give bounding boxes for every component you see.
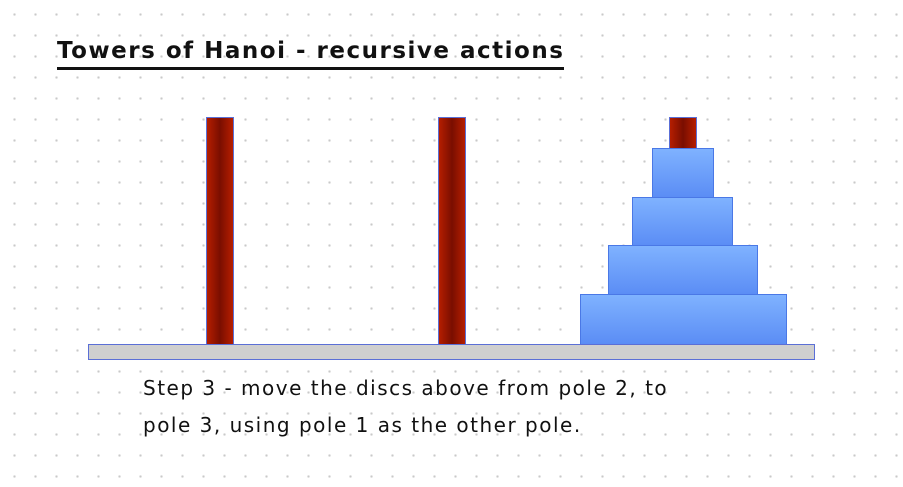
- disc-size-2: [632, 197, 733, 246]
- disc-size-1: [652, 148, 714, 198]
- base-platform: [88, 344, 815, 360]
- disc-size-3: [608, 245, 758, 295]
- caption-line-1: Step 3 - move the discs above from pole …: [143, 376, 669, 400]
- page-title: Towers of Hanoi - recursive actions: [57, 38, 565, 70]
- step-caption: Step 3 - move the discs above from pole …: [143, 370, 843, 444]
- disc-size-4: [580, 294, 787, 345]
- pole-1: [206, 117, 234, 345]
- caption-line-2: pole 3, using pole 1 as the other pole.: [143, 413, 582, 437]
- pole-2: [438, 117, 466, 345]
